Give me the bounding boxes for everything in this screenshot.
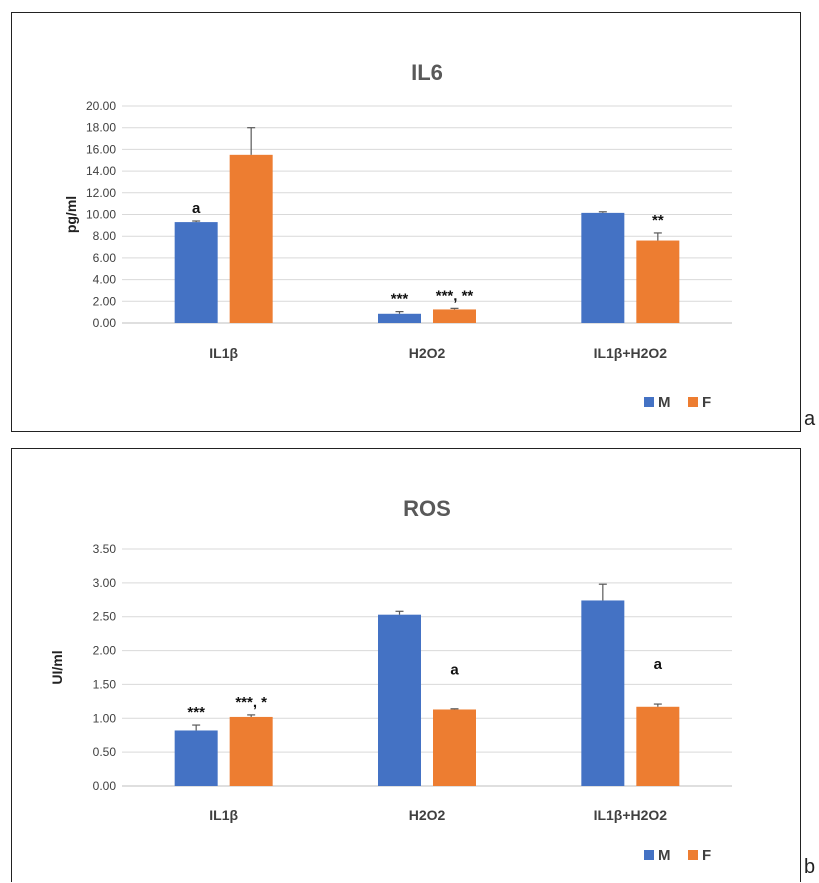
significance-annotation: ** [652,212,664,229]
y-tick-label: 0.00 [93,779,117,793]
bar-m [378,313,421,323]
y-tick-label: 12.00 [86,186,116,200]
significance-annotation: ***, ** [436,287,474,304]
panel-label-a: a [804,408,816,430]
x-category-label: IL1β [209,345,238,361]
ros-bar-chart: ROS 0.00 0.50 1.00 1.50 2.00 2.50 3.00 3.50 UI/ml… [49,496,732,864]
significance-annotation: a [450,661,459,678]
significance-annotation: a [192,200,201,217]
bar-f [433,309,476,323]
y-tick-label: 3.50 [93,542,117,556]
y-tick-label: 6.00 [93,251,117,265]
significance-annotation: ***, * [235,694,267,711]
x-category-label: H2O2 [409,345,446,361]
legend-label-m: M [658,394,671,411]
bar-f [433,709,476,786]
y-tick-label: 2.00 [93,294,117,308]
panel-label-b: b [804,856,816,878]
x-category-label: IL1β+H2O2 [594,807,668,823]
y-tick-label: 2.00 [93,644,117,658]
chart-title: ROS [403,496,451,521]
legend-label-f: F [702,394,711,411]
y-tick-label: 18.00 [86,121,116,135]
y-tick-label: 20.00 [86,99,116,113]
bar-m [581,600,625,786]
y-tick-label: 2.50 [93,610,117,624]
y-axis-label: pg/ml [63,196,79,233]
y-tick-label: 0.50 [93,745,117,759]
significance-annotation: a [654,656,663,673]
chart-panel-il6: IL6 0.00 2.00 4.00 6.00 8.00 10.00 12.00 14.00 16… [11,12,801,432]
y-tick-label: 4.00 [93,273,117,287]
y-tick-label: 10.00 [86,208,116,222]
legend-swatch-m [644,850,654,860]
y-tick-label: 1.50 [93,677,117,691]
bar-m [174,222,218,323]
chart-panel-ros: ROS 0.00 0.50 1.00 1.50 2.00 2.50 3.00 3.50 UI/ml… [11,448,801,882]
y-tick-label: 16.00 [86,142,116,156]
legend-swatch-m [644,397,654,407]
bar-f [636,706,680,786]
y-tick-label: 3.00 [93,576,117,590]
bar-f [229,716,273,786]
x-category-label: IL1β [209,807,238,823]
y-tick-label: 0.00 [93,316,117,330]
bar-f [229,154,273,323]
legend-label-f: F [702,847,711,864]
il6-bar-chart: IL6 0.00 2.00 4.00 6.00 8.00 10.00 12.00 14.00 16… [63,60,732,411]
significance-annotation: *** [187,704,205,721]
y-tick-label: 8.00 [93,229,117,243]
chart-title: IL6 [411,60,443,85]
bar-m [378,614,421,786]
x-category-label: IL1β+H2O2 [594,345,668,361]
y-axis-label: UI/ml [49,650,65,684]
bar-f [636,240,680,323]
y-tick-label: 1.00 [93,711,117,725]
y-tick-label: 14.00 [86,164,116,178]
bar-m [174,730,218,786]
legend-label-m: M [658,847,671,864]
x-category-label: H2O2 [409,807,446,823]
bar-m [581,212,625,323]
significance-annotation: *** [391,291,409,308]
legend-swatch-f [688,850,698,860]
legend-swatch-f [688,397,698,407]
